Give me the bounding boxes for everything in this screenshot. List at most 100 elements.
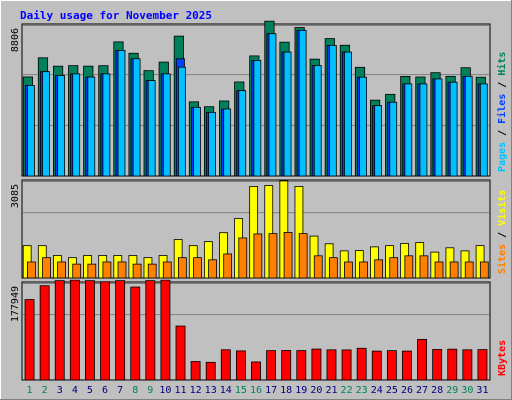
bar-sites-day-30 (464, 261, 474, 279)
bar-kbytes-day-12 (190, 361, 201, 381)
y-axis-max-tick: 8806 (10, 28, 21, 52)
bar-sites-day-19 (298, 233, 308, 279)
bar-kbytes-day-18 (281, 350, 292, 381)
legend-entry: Pages (497, 142, 508, 172)
legend-hits-files-pages: Pages / Files / Hits (496, 52, 508, 172)
bar-kbytes-day-4 (69, 279, 80, 381)
x-tick-day-30: 30 (461, 385, 473, 396)
bar-kbytes-day-21 (326, 349, 337, 381)
bar-sites-day-13 (208, 259, 217, 279)
x-tick-day-21: 21 (325, 385, 337, 396)
bar-pages-day-24 (374, 105, 383, 177)
bar-kbytes-day-31 (477, 349, 488, 381)
bar-pages-day-21 (328, 45, 337, 177)
x-tick-day-23: 23 (356, 385, 368, 396)
bar-pages-day-16 (253, 60, 262, 177)
bar-sites-day-9 (147, 263, 157, 279)
x-tick-day-9: 9 (147, 385, 153, 396)
x-tick-day-31: 31 (476, 385, 488, 396)
x-tick-day-17: 17 (265, 385, 277, 396)
bar-kbytes-day-5 (85, 280, 95, 381)
x-tick-day-25: 25 (386, 385, 398, 396)
bar-sites-day-25 (389, 257, 399, 279)
bar-pages-day-31 (479, 83, 488, 177)
bar-kbytes-day-15 (235, 350, 246, 381)
bar-kbytes-day-20 (311, 348, 322, 381)
x-tick-day-18: 18 (280, 385, 292, 396)
legend-entry: Hits (496, 52, 508, 76)
x-tick-day-29: 29 (446, 385, 458, 396)
bar-pages-day-3 (57, 75, 65, 177)
bar-kbytes-day-19 (296, 350, 307, 381)
x-tick-day-24: 24 (371, 385, 383, 396)
legend-entry: Visits (496, 190, 508, 226)
bar-pages-day-29 (449, 81, 458, 177)
bar-pages-day-19 (298, 29, 307, 177)
bar-pages-day-26 (404, 83, 413, 177)
legend-entry: Files (496, 94, 508, 124)
bar-kbytes-day-2 (39, 285, 50, 381)
bar-pages-day-8 (132, 58, 141, 177)
x-tick-day-20: 20 (310, 385, 322, 396)
legend-entry: / (497, 76, 508, 94)
bar-pages-day-18 (283, 51, 292, 177)
bar-kbytes-day-13 (205, 361, 216, 381)
bar-pages-day-15 (238, 90, 247, 177)
bar-kbytes-day-16 (251, 361, 261, 381)
bar-sites-day-15 (238, 237, 248, 279)
bar-kbytes-day-8 (130, 286, 141, 381)
bar-pages-day-30 (464, 75, 473, 177)
x-tick-day-27: 27 (416, 385, 428, 396)
y-axis-max-tick: 3085 (10, 184, 21, 208)
bar-kbytes-day-11 (175, 325, 186, 381)
bar-pages-day-7 (117, 50, 126, 177)
legend-kbytes: KBytes (497, 340, 508, 376)
panel-kbytes: 177949 KBytes (10, 279, 508, 381)
bar-sites-day-8 (132, 263, 142, 279)
x-tick-day-4: 4 (72, 385, 78, 396)
bar-kbytes-day-17 (266, 350, 277, 381)
bar-pages-day-25 (389, 101, 398, 177)
x-tick-day-26: 26 (401, 385, 413, 396)
bar-sites-day-3 (57, 261, 66, 279)
bar-sites-day-10 (162, 261, 172, 279)
bar-kbytes-day-24 (371, 350, 382, 381)
bar-pages-day-4 (72, 73, 81, 177)
bar-pages-day-17 (268, 33, 277, 177)
bar-sites-day-14 (223, 253, 233, 279)
bar-kbytes-day-1 (24, 299, 35, 381)
x-tick-day-22: 22 (341, 385, 353, 396)
bar-sites-day-16 (253, 233, 263, 279)
x-axis-day-labels: 1 2 3 4 5 6 7 8 9 10 11 12 13 14 15 16 17 18 19 20 21 22 23 24 2… (27, 385, 489, 396)
bar-sites-day-29 (449, 261, 459, 279)
bar-pages-day-20 (313, 65, 322, 177)
bar-pages-day-10 (162, 73, 171, 177)
bar-sites-day-7 (117, 261, 127, 279)
bar-kbytes-day-6 (100, 281, 110, 381)
bar-sites-day-27 (419, 255, 429, 279)
bar-pages-day-27 (419, 83, 428, 177)
x-tick-day-16: 16 (250, 385, 262, 396)
x-tick-day-13: 13 (205, 385, 217, 396)
x-tick-day-19: 19 (295, 385, 307, 396)
bar-kbytes-day-26 (402, 350, 412, 381)
x-tick-day-11: 11 (174, 385, 186, 396)
chart-title: Daily usage for November 2025 (20, 9, 212, 22)
bar-pages-day-6 (102, 73, 111, 177)
bar-sites-day-20 (313, 255, 323, 279)
bar-kbytes-day-25 (386, 350, 397, 381)
legend-entry: / (497, 226, 508, 244)
bar-pages-day-28 (434, 78, 443, 177)
bar-sites-day-6 (102, 261, 112, 279)
bar-sites-day-11 (177, 257, 187, 279)
x-tick-day-5: 5 (87, 385, 93, 396)
bar-sites-day-31 (479, 261, 489, 279)
bar-pages-day-9 (147, 80, 156, 177)
bar-sites-day-5 (87, 263, 97, 279)
bar-pages-day-2 (42, 71, 50, 177)
bar-pages-day-12 (193, 106, 201, 177)
bar-pages-day-5 (87, 76, 96, 177)
y-axis-max-tick: 177949 (10, 286, 21, 322)
bar-sites-day-24 (374, 259, 384, 279)
